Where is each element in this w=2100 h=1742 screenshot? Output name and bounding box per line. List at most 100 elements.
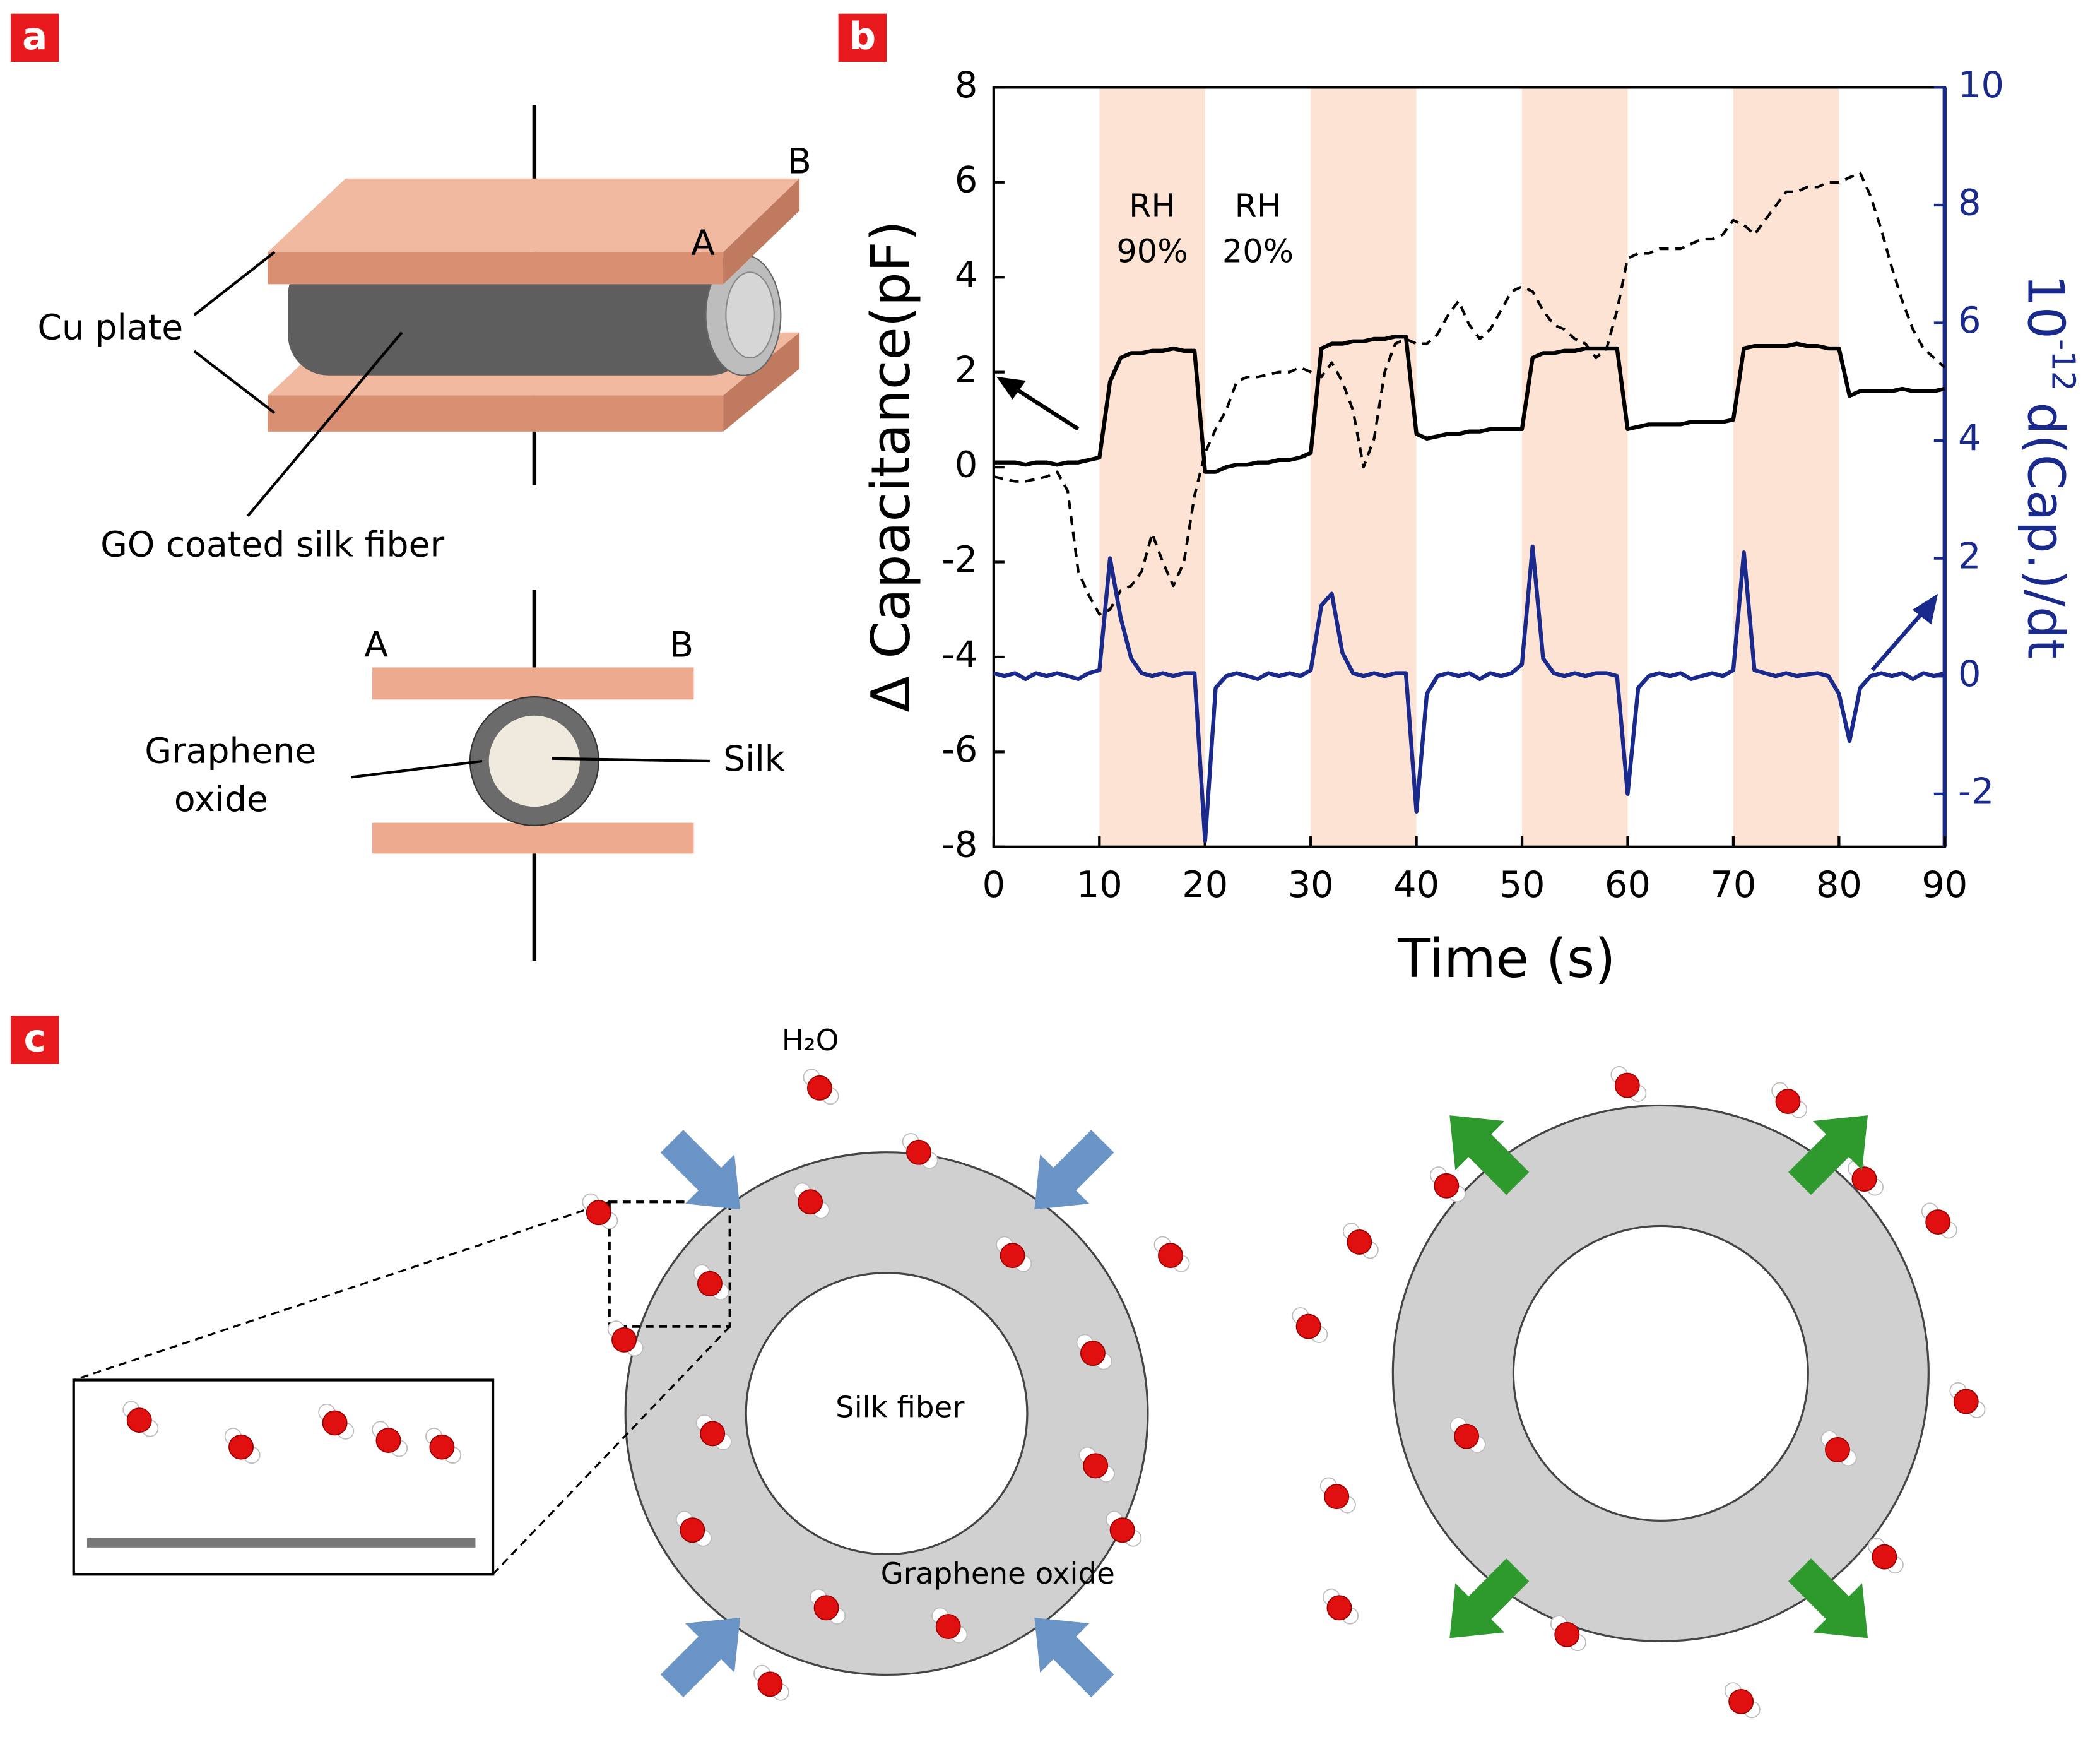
x-tick-label: 40 xyxy=(1393,863,1439,906)
fiber xyxy=(288,254,750,376)
plate xyxy=(372,822,694,854)
axis-pointer xyxy=(1870,604,1930,672)
shaded-region xyxy=(1099,87,1205,847)
water-molecule xyxy=(1323,1588,1359,1625)
label: A xyxy=(364,625,388,666)
axis-pointer-head xyxy=(1912,593,1938,625)
y2-tick-label: 0 xyxy=(1958,653,1981,695)
plate xyxy=(723,332,800,432)
axis-pointer-head xyxy=(996,376,1026,400)
arrow xyxy=(350,759,483,779)
label: Silk fiber xyxy=(835,1391,965,1425)
water-molecule xyxy=(1921,1202,1957,1239)
graphene-sheet xyxy=(86,1538,476,1548)
y-tick-label: -2 xyxy=(941,538,977,581)
panel-label-box xyxy=(838,13,887,62)
water-molecule xyxy=(1153,1236,1190,1272)
y2-tick-label: 4 xyxy=(1958,417,1981,459)
silk-core xyxy=(1512,1224,1809,1522)
label: Graphene xyxy=(145,731,316,771)
zoom-line xyxy=(492,1325,731,1575)
y-axis-label: Δ Capacitance(pF) xyxy=(860,220,923,712)
silk-core xyxy=(488,715,581,807)
y2-tick-label: -2 xyxy=(1958,770,1994,812)
zoom-box xyxy=(608,1200,731,1328)
panel-label: a xyxy=(22,15,47,59)
arrow xyxy=(193,251,276,316)
water-molecule xyxy=(1867,1538,1904,1574)
y-tick-label: 2 xyxy=(955,348,977,391)
arrow xyxy=(552,757,710,763)
water-molecule xyxy=(1342,1223,1379,1259)
x-tick-label: 50 xyxy=(1499,863,1545,906)
water-molecule xyxy=(582,1193,618,1229)
label: GO coated silk fiber xyxy=(100,524,444,565)
water-molecule xyxy=(753,1664,789,1701)
fiber-core xyxy=(725,271,775,359)
y-tick-label: -8 xyxy=(941,823,977,865)
water-molecule xyxy=(803,1069,839,1105)
y2-label-part: 10 xyxy=(2016,274,2075,339)
y-tick-label: 0 xyxy=(955,444,977,486)
x-tick-label: 70 xyxy=(1710,863,1756,906)
label: B xyxy=(788,141,811,182)
y2-tick-label: 2 xyxy=(1958,535,1981,577)
panel-label-box xyxy=(10,1016,59,1064)
y-tick-label: -6 xyxy=(941,728,977,771)
y2-tick-label: 6 xyxy=(1958,299,1981,341)
y2-tick-label: 10 xyxy=(1958,64,2004,106)
x-tick-label: 10 xyxy=(1077,863,1123,906)
series-line xyxy=(993,334,1945,474)
panel-label: c xyxy=(24,1017,46,1061)
annotation: RH xyxy=(1235,187,1282,225)
y2-label-part: -12 xyxy=(2044,339,2081,391)
panel-label: b xyxy=(849,15,876,59)
shaded-region xyxy=(1733,87,1839,847)
y2-axis-label: 10-12 d(Cap.)/dt xyxy=(2016,274,2082,658)
water-molecule xyxy=(1724,1682,1761,1719)
y-tick-label: -4 xyxy=(941,634,977,676)
plate xyxy=(268,395,724,432)
y-tick-label: 6 xyxy=(955,158,977,201)
label: H₂O xyxy=(782,1024,839,1058)
series-line xyxy=(993,171,1946,616)
x-tick-label: 0 xyxy=(982,863,1005,906)
label: B xyxy=(670,625,693,666)
annotation: 20% xyxy=(1222,234,1294,271)
x-tick-label: 90 xyxy=(1921,863,1967,906)
label: Cu plate xyxy=(37,308,183,348)
x-tick-label: 80 xyxy=(1816,863,1862,906)
y2-tick-label: 8 xyxy=(1958,182,1981,224)
x-tick-label: 30 xyxy=(1288,863,1334,906)
series-line xyxy=(993,544,1945,843)
x-tick-label: 60 xyxy=(1605,863,1651,906)
plate xyxy=(268,178,800,252)
x-tick-label: 20 xyxy=(1182,863,1228,906)
water-molecule xyxy=(1319,1477,1356,1514)
shaded-region xyxy=(1522,87,1628,847)
plate xyxy=(268,252,724,285)
label: Silk xyxy=(723,739,785,779)
silk-core xyxy=(745,1272,1029,1556)
annotation: RH xyxy=(1129,187,1176,225)
label: A xyxy=(691,223,715,264)
y-tick-label: 8 xyxy=(955,64,977,106)
water-molecule xyxy=(1429,1166,1466,1203)
plate xyxy=(372,667,694,700)
axis-pointer xyxy=(1006,381,1080,431)
zoom-line xyxy=(73,1200,610,1382)
panel-label-box xyxy=(10,13,59,62)
x-axis-label: Time (s) xyxy=(1397,928,1615,990)
label: Graphene oxide xyxy=(881,1557,1115,1591)
water-molecule xyxy=(1292,1307,1328,1343)
water-molecule xyxy=(1610,1066,1647,1102)
water-molecule xyxy=(1771,1082,1808,1118)
y-tick-label: 4 xyxy=(955,254,977,296)
panel-c: Silk fiber Graphene oxide H₂O xyxy=(72,1024,1986,1719)
label: oxide xyxy=(174,779,268,820)
chart: Time (s) Δ Capacitance(pF) 10-12d(Cap.)/… xyxy=(860,64,2081,990)
arrow xyxy=(247,331,403,517)
panel-a: B A Cu plate GO coated silk fiber A B Gr… xyxy=(37,104,811,961)
y2-label-part: d(Cap.)/dt xyxy=(2016,402,2075,659)
